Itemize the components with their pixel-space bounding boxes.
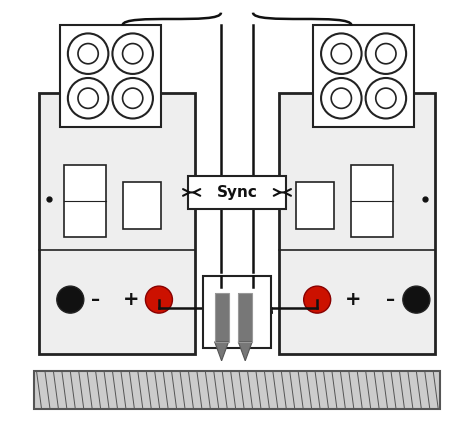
Circle shape	[57, 286, 84, 313]
Circle shape	[376, 88, 396, 108]
Circle shape	[365, 33, 406, 74]
Text: Sync: Sync	[217, 185, 257, 200]
Circle shape	[78, 43, 98, 64]
Bar	[35, 371, 439, 409]
Bar	[238, 293, 252, 342]
Bar	[60, 25, 161, 127]
Circle shape	[112, 78, 153, 119]
Bar	[296, 182, 334, 229]
Circle shape	[331, 88, 351, 108]
Text: +: +	[123, 290, 140, 309]
Circle shape	[376, 43, 396, 64]
Bar	[123, 182, 161, 229]
Circle shape	[68, 33, 109, 74]
Text: –: –	[91, 291, 100, 308]
Circle shape	[304, 286, 331, 313]
Polygon shape	[215, 342, 228, 361]
Bar	[215, 293, 228, 342]
Bar	[238, 293, 252, 342]
Bar	[64, 165, 106, 237]
Circle shape	[146, 286, 173, 313]
Circle shape	[112, 33, 153, 74]
Circle shape	[123, 43, 143, 64]
Bar	[39, 93, 195, 354]
Circle shape	[123, 88, 143, 108]
Text: –: –	[386, 291, 396, 308]
Bar	[279, 93, 435, 354]
Text: +: +	[345, 290, 361, 309]
Bar	[351, 165, 393, 237]
Circle shape	[321, 78, 362, 119]
Bar	[189, 176, 285, 209]
Circle shape	[403, 286, 430, 313]
Bar	[203, 276, 271, 348]
Polygon shape	[238, 342, 252, 361]
Bar	[313, 25, 414, 127]
Circle shape	[78, 88, 98, 108]
Circle shape	[68, 78, 109, 119]
Circle shape	[365, 78, 406, 119]
Circle shape	[321, 33, 362, 74]
Circle shape	[331, 43, 351, 64]
Bar	[215, 293, 228, 342]
